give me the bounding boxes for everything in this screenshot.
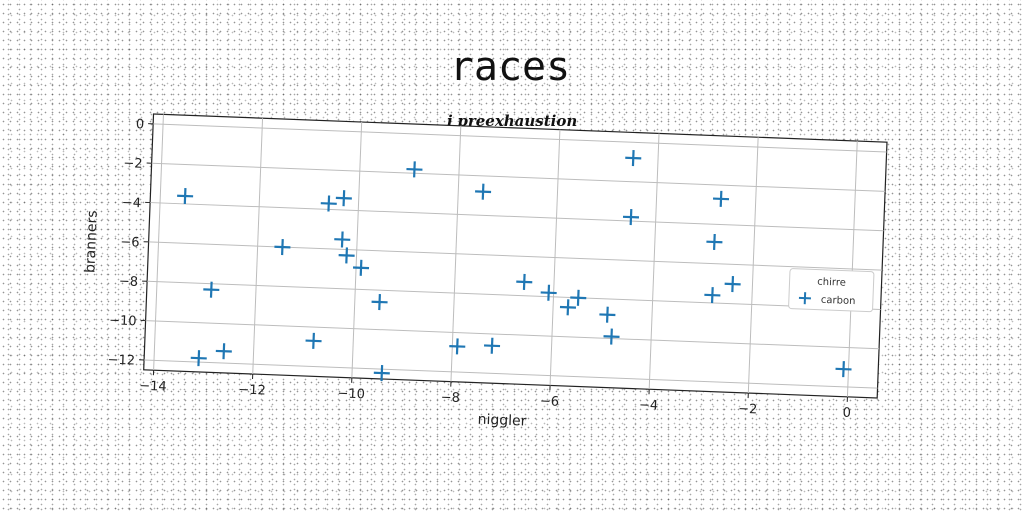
- data-point: [177, 187, 194, 205]
- data-point: [334, 231, 351, 248]
- y-tick-label: −8: [119, 274, 139, 290]
- data-point: [540, 284, 557, 301]
- y-grid-line: [150, 202, 884, 232]
- data-point: [625, 150, 642, 167]
- y-tick-label: 0: [136, 117, 145, 132]
- grid: [144, 114, 887, 397]
- data-point: [599, 306, 616, 323]
- data-point: [335, 190, 352, 207]
- data-point: [449, 338, 466, 355]
- x-tick-label: −14: [139, 379, 167, 395]
- data-point: [352, 259, 370, 276]
- y-grid-line: [148, 241, 883, 271]
- y-grid-line: [144, 359, 878, 389]
- y-tick-label: −6: [120, 235, 140, 251]
- x-tick-label: −2: [738, 402, 758, 418]
- x-tick-label: −4: [639, 398, 659, 414]
- data-points: [177, 150, 852, 382]
- y-grid-line: [145, 320, 880, 350]
- data-point: [475, 183, 492, 200]
- data-point: [724, 276, 741, 293]
- y-tick-label: −4: [122, 195, 142, 211]
- y-grid-line: [151, 162, 886, 192]
- x-tick-label: −8: [440, 390, 460, 406]
- legend-entry-carbon: carbon: [821, 295, 856, 307]
- x-tick-label: −10: [337, 386, 365, 402]
- main-title: races: [450, 44, 570, 90]
- data-point: [338, 247, 355, 264]
- legend-title: chirre: [817, 277, 846, 289]
- data-point: [190, 350, 207, 367]
- plot-area: −14 −12 −10 −8 −6 −4 −2 00−2−4−6−8−10−12 chirre…: [82, 113, 888, 430]
- chart-subtitle: j preexhaustion: [444, 112, 578, 130]
- x-tick-label: −6: [540, 394, 560, 410]
- data-point: [622, 209, 640, 226]
- data-point: [484, 337, 501, 354]
- data-point: [305, 332, 322, 349]
- data-point: [371, 293, 388, 311]
- legend-box: [788, 268, 875, 313]
- data-point: [570, 289, 587, 306]
- y-tick-label: −12: [107, 353, 135, 369]
- data-point: [712, 190, 730, 207]
- data-point: [603, 328, 620, 345]
- y-axis-label: branners: [82, 210, 100, 273]
- x-axis-label: niggler: [477, 412, 527, 430]
- data-point: [559, 299, 577, 316]
- legend-marker-icon: [798, 292, 811, 305]
- y-grid-line: [153, 123, 887, 153]
- data-point: [406, 161, 423, 178]
- data-point: [274, 239, 291, 256]
- axis-ticks: −14 −12 −10 −8 −6 −4 −2 00−2−4−6−8−10−12: [107, 117, 851, 421]
- y-tick-label: −2: [123, 156, 143, 172]
- data-point: [203, 281, 220, 298]
- data-point: [516, 273, 533, 291]
- x-tick-label: 0: [842, 406, 851, 421]
- data-point: [215, 343, 232, 360]
- y-grid-line: [147, 280, 881, 310]
- data-point: [320, 195, 337, 212]
- legend: chirre carbon: [788, 268, 875, 313]
- y-tick-label: −10: [109, 313, 137, 329]
- x-tick-label: −12: [238, 382, 266, 398]
- data-point: [704, 287, 721, 304]
- data-point: [706, 233, 723, 251]
- data-point: [835, 361, 852, 378]
- data-point: [373, 365, 390, 382]
